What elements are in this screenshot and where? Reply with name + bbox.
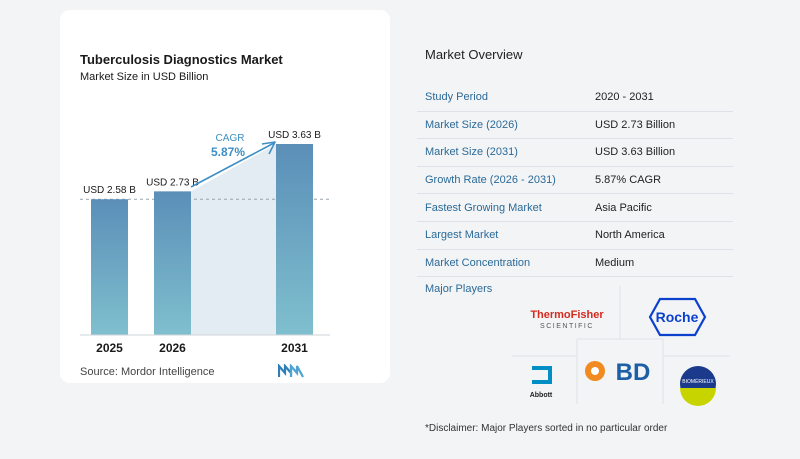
svg-text:BD: BD	[616, 359, 651, 386]
row-value: USD 2.73 Billion	[595, 111, 733, 140]
row-key: Market Concentration	[417, 249, 595, 278]
row-key: Fastest Growing Market	[417, 193, 595, 222]
data-label-2026: USD 2.73 B	[146, 177, 199, 188]
row-key: Largest Market	[417, 221, 595, 250]
bd-logo: BD	[585, 359, 650, 386]
chart-title: Tuberculosis Diagnostics Market	[80, 52, 283, 67]
row-value: 2020 - 2031	[595, 84, 733, 112]
row-value: North America	[595, 221, 733, 250]
row-key: Market Size (2031)	[417, 138, 595, 167]
cagr-label: CAGR	[216, 133, 245, 144]
table-row: Market Concentration Medium	[417, 249, 733, 278]
biomerieux-logo: BIOMÉRIEUX	[680, 366, 716, 406]
row-value: USD 3.63 Billion	[595, 138, 733, 167]
data-label-2025: USD 2.58 B	[83, 185, 136, 196]
growth-band	[191, 144, 276, 335]
svg-text:ThermoFisher: ThermoFisher	[530, 309, 604, 321]
cagr-value: 5.87%	[211, 145, 245, 159]
table-row: Largest Market North America	[417, 221, 733, 250]
data-label-2031: USD 3.63 B	[268, 130, 321, 141]
abbott-logo: Abbott	[530, 366, 553, 399]
row-value: Asia Pacific	[595, 193, 733, 222]
table-row: Market Size (2026) USD 2.73 Billion	[417, 111, 733, 140]
row-key: Study Period	[417, 84, 595, 112]
table-row: Fastest Growing Market Asia Pacific	[417, 193, 733, 222]
roche-logo: Roche	[648, 297, 707, 337]
table-row: Market Size (2031) USD 3.63 Billion	[417, 138, 733, 167]
row-value: 5.87% CAGR	[595, 166, 733, 195]
mordor-intelligence-logo	[278, 364, 304, 378]
chart-subtitle: Market Size in USD Billion	[80, 71, 209, 83]
table-row: Study Period 2020 - 2031	[417, 84, 733, 112]
overview-title: Market Overview	[425, 47, 523, 62]
disclaimer: *Disclaimer: Major Players sorted in no …	[425, 423, 668, 434]
cagr-arrowhead	[261, 141, 276, 155]
table-row: Growth Rate (2026 - 2031) 5.87% CAGR	[417, 166, 733, 195]
svg-text:BIOMÉRIEUX: BIOMÉRIEUX	[682, 378, 714, 385]
bar-2026	[154, 191, 191, 335]
x-tick-label: 2031	[281, 341, 308, 355]
row-key: Growth Rate (2026 - 2031)	[417, 166, 595, 195]
x-tick-label: 2026	[159, 341, 186, 355]
players-grid: ThermoFisher SCIENTIFIC Roche Abbott BD …	[512, 286, 730, 406]
svg-text:Abbott: Abbott	[530, 392, 553, 399]
bar-2025	[91, 199, 128, 335]
bar-2031	[276, 144, 313, 335]
row-key: Market Size (2026)	[417, 111, 595, 140]
major-players-label: Major Players	[425, 283, 493, 295]
bar-chart: USD 2.58 B 2025 USD 2.73 B 2026 USD 3.63 B 20…	[80, 130, 330, 355]
source-note: Source: Mordor Intelligence	[80, 366, 215, 378]
overview-table: Study Period 2020 - 2031 Market Size (202…	[417, 84, 733, 278]
x-tick-label: 2025	[96, 341, 123, 355]
cagr-arrow	[190, 142, 275, 188]
thermo-fisher-logo: ThermoFisher SCIENTIFIC	[530, 309, 604, 330]
svg-text:Roche: Roche	[656, 309, 699, 325]
row-value: Medium	[595, 249, 733, 278]
svg-text:SCIENTIFIC: SCIENTIFIC	[540, 323, 594, 330]
